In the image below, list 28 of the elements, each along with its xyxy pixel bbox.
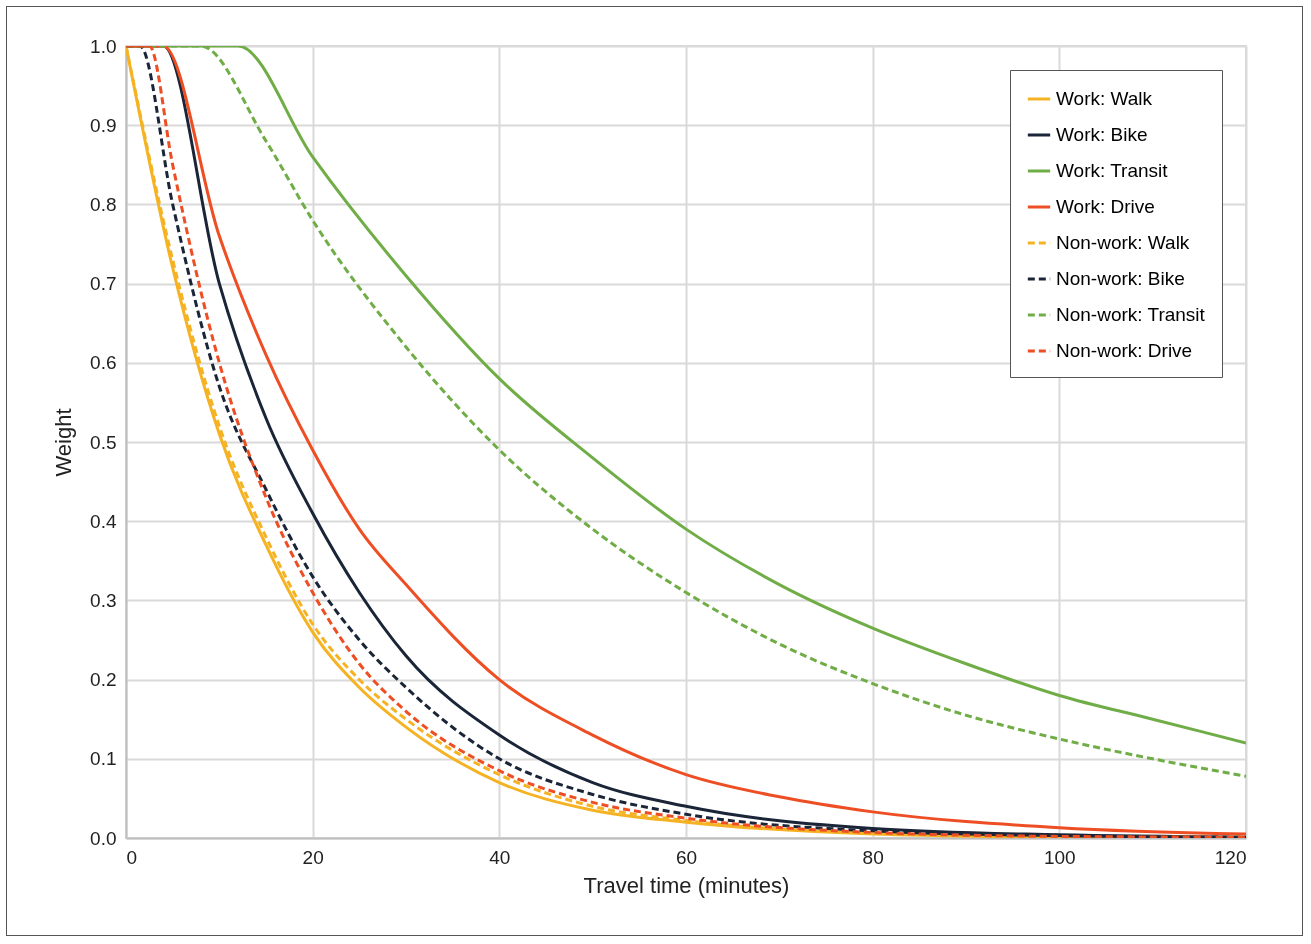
legend-label: Work: Transit <box>1056 160 1169 181</box>
y-tick-label: 1.0 <box>90 35 117 57</box>
y-tick-label: 0.5 <box>90 431 117 453</box>
legend-label: Work: Drive <box>1056 196 1155 217</box>
x-tick-label: 20 <box>302 846 324 868</box>
y-tick-label: 0.0 <box>90 827 117 849</box>
legend-label: Work: Walk <box>1056 88 1153 109</box>
y-tick-label: 0.1 <box>90 748 117 770</box>
legend-label: Non-work: Transit <box>1056 304 1206 325</box>
y-tick-label: 0.8 <box>90 193 117 215</box>
y-tick-label: 0.7 <box>90 273 117 295</box>
x-tick-label: 120 <box>1214 846 1247 868</box>
y-tick-label: 0.6 <box>90 352 117 374</box>
y-tick-label: 0.9 <box>90 114 117 136</box>
y-tick-label: 0.2 <box>90 669 117 691</box>
y-tick-label: 0.4 <box>90 510 117 532</box>
y-tick-label: 0.3 <box>90 589 117 611</box>
x-axis-title: Travel time (minutes) <box>583 872 790 898</box>
legend-label: Non-work: Bike <box>1056 268 1185 289</box>
x-tick-label: 60 <box>675 846 698 868</box>
legend-label: Work: Bike <box>1056 124 1148 145</box>
legend-label: Non-work: Walk <box>1056 232 1190 253</box>
legend-label: Non-work: Drive <box>1056 340 1193 361</box>
x-tick-label: 40 <box>489 846 511 868</box>
x-tick-label: 80 <box>862 846 884 868</box>
x-tick-label: 0 <box>126 846 138 868</box>
y-axis-title: Weight <box>51 408 77 477</box>
x-tick-label: 100 <box>1043 846 1076 868</box>
